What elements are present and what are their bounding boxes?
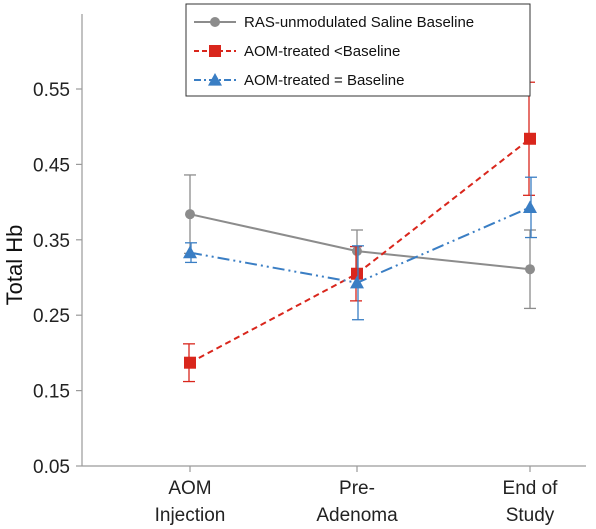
x-tick-label-line2: Injection (155, 505, 226, 526)
series-2 (183, 81, 536, 383)
legend-label: AOM-treated <Baseline (244, 43, 400, 60)
legend-label: RAS-unmodulated Saline Baseline (244, 14, 474, 31)
y-axis-title: Total Hb (2, 225, 27, 306)
series-line (189, 137, 531, 364)
y-tick-label: 0.35 (33, 231, 70, 252)
legend-item-1: RAS-unmodulated Saline Baseline (194, 14, 474, 31)
data-point (524, 132, 536, 145)
series-3 (183, 176, 537, 321)
data-point (351, 267, 363, 280)
x-tick-label-line2: Study (506, 505, 555, 526)
legend-item-3: AOM-treated = Baseline (194, 72, 405, 89)
x-tick-label-line2: Adenoma (316, 505, 398, 526)
x-tick-label-line1: Pre- (339, 478, 375, 499)
data-point (523, 200, 537, 213)
x-tick-label-line1: AOM (168, 478, 211, 499)
series-1 (184, 174, 536, 310)
data-point (183, 245, 197, 259)
data-point (184, 356, 196, 369)
axes: Total Hb 0.05 0.15 0.25 0.35 0.45 0.55 AOM Inje… (2, 14, 586, 526)
plot-area (183, 81, 537, 383)
legend-marker (208, 73, 222, 86)
y-tick-label: 0.15 (33, 382, 70, 403)
y-tick-label: 0.25 (33, 306, 70, 327)
legend-item-2: AOM-treated <Baseline (194, 43, 400, 60)
data-point (185, 209, 195, 220)
legend-marker (210, 17, 220, 27)
legend: RAS-unmodulated Saline Baseline AOM-treat… (185, 3, 531, 97)
data-point (352, 246, 362, 257)
y-tick-label: 0.45 (33, 155, 70, 176)
legend-label: AOM-treated = Baseline (244, 72, 405, 89)
data-point (525, 264, 535, 275)
y-tick-label: 0.05 (33, 457, 70, 478)
legend-box (185, 3, 531, 97)
legend-marker (209, 45, 221, 57)
x-tick-label-line1: End of (503, 478, 559, 499)
data-point (350, 275, 364, 289)
y-tick-label: 0.55 (33, 80, 70, 101)
